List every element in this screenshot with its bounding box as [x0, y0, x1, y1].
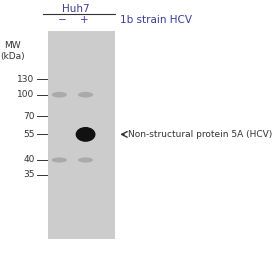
Text: +: +: [80, 15, 89, 25]
Bar: [48, 31, 115, 239]
Ellipse shape: [52, 157, 67, 163]
Ellipse shape: [78, 92, 93, 98]
Text: 130: 130: [17, 75, 34, 84]
Text: 70: 70: [23, 112, 34, 121]
Text: 55: 55: [23, 130, 34, 139]
Text: 40: 40: [23, 155, 34, 165]
Text: MW
(kDa): MW (kDa): [0, 41, 25, 61]
Text: 35: 35: [23, 170, 34, 179]
Ellipse shape: [76, 127, 95, 142]
Ellipse shape: [78, 157, 93, 163]
Text: Huh7: Huh7: [62, 4, 90, 14]
Text: −: −: [58, 15, 67, 25]
Text: Non-structural protein 5A (HCV): Non-structural protein 5A (HCV): [128, 130, 273, 139]
Text: 100: 100: [17, 90, 34, 99]
Text: 1b strain HCV: 1b strain HCV: [120, 15, 192, 25]
Ellipse shape: [52, 92, 67, 98]
